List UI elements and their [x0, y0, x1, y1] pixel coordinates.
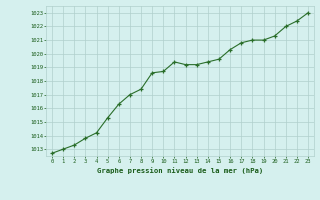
X-axis label: Graphe pression niveau de la mer (hPa): Graphe pression niveau de la mer (hPa)	[97, 167, 263, 174]
